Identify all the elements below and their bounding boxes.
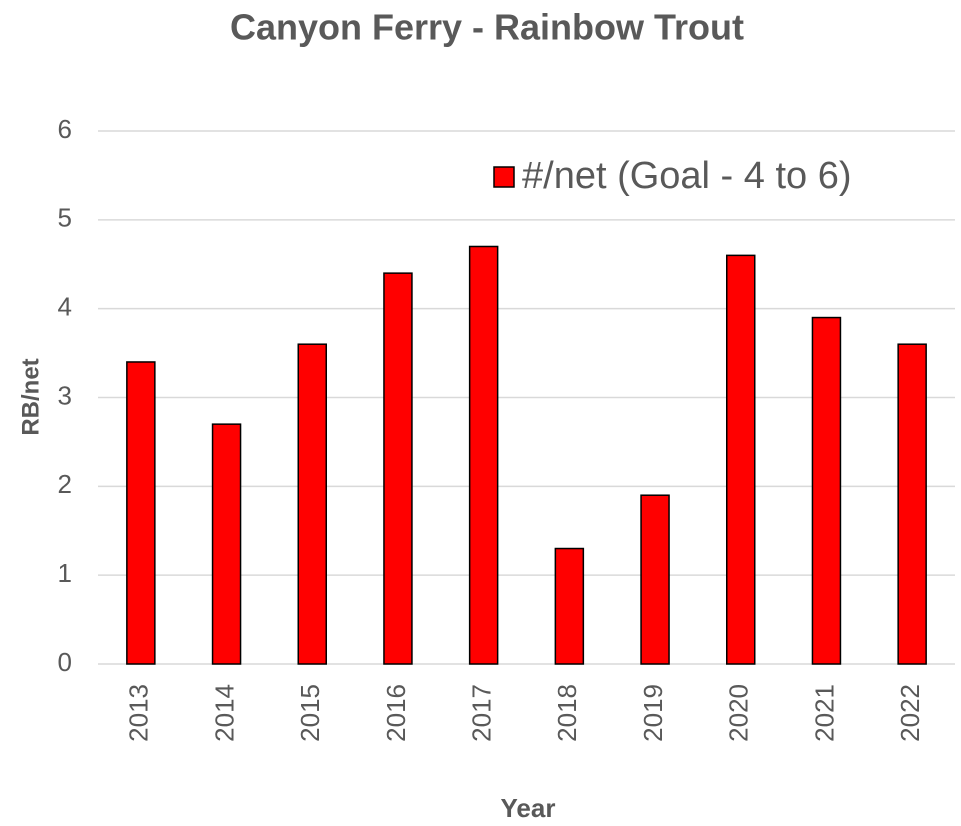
bar xyxy=(297,343,327,665)
y-tick-label: 0 xyxy=(58,647,72,677)
x-tick-label: 2015 xyxy=(295,684,325,742)
legend-label: #/net (Goal - 4 to 6) xyxy=(522,155,852,197)
x-tick-label: 2013 xyxy=(124,684,154,742)
bar xyxy=(468,245,499,665)
bar xyxy=(126,361,156,665)
bar xyxy=(726,254,756,665)
x-tick-label: 2018 xyxy=(552,684,582,742)
y-tick-label: 3 xyxy=(58,380,72,410)
y-tick-label: 6 xyxy=(58,114,72,144)
y-axis-label: RB/net xyxy=(17,358,44,435)
bar xyxy=(554,547,585,665)
x-tick-label: 2014 xyxy=(209,684,239,742)
y-tick-label: 5 xyxy=(58,203,72,233)
chart-title: Canyon Ferry - Rainbow Trout xyxy=(230,7,744,48)
x-tick-label: 2016 xyxy=(381,684,411,742)
bar xyxy=(383,272,413,665)
x-tick-label: 2021 xyxy=(809,684,839,742)
x-tick-label: 2022 xyxy=(895,684,925,742)
bar xyxy=(211,423,242,665)
y-tick-label: 2 xyxy=(58,469,72,499)
bar xyxy=(640,494,670,665)
bar xyxy=(897,343,927,665)
bar xyxy=(811,316,842,665)
y-tick-label: 1 xyxy=(58,558,72,588)
x-axis-label: Year xyxy=(501,793,556,823)
x-tick-label: 2020 xyxy=(724,684,754,742)
y-tick-label: 4 xyxy=(58,292,72,322)
x-tick-label: 2019 xyxy=(638,684,668,742)
legend-swatch xyxy=(493,166,515,188)
x-tick-label: 2017 xyxy=(467,684,497,742)
